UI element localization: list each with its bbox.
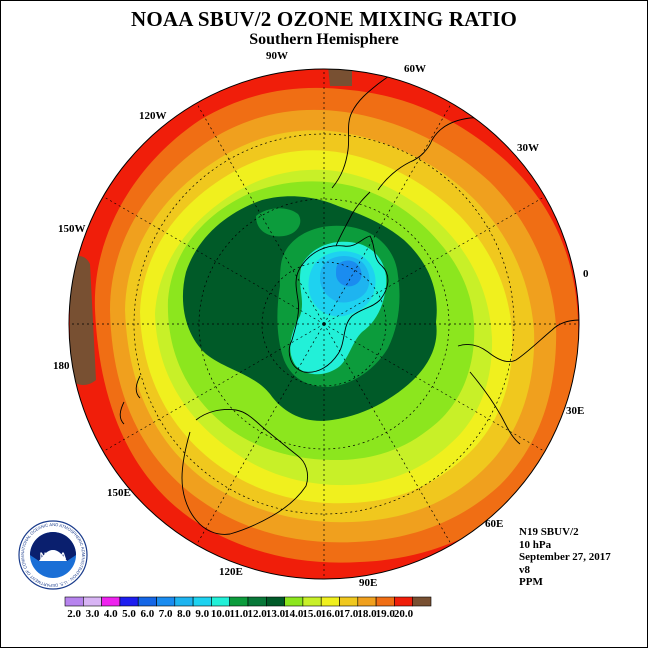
colorbar-swatch xyxy=(137,596,157,607)
colorbar-label: 4.0 xyxy=(103,608,118,620)
lon-label-120e: 120E xyxy=(219,566,243,578)
contour-12-blob-top xyxy=(256,208,301,237)
colorbar-swatch xyxy=(83,596,102,607)
meta-satellite: N19 SBUV/2 xyxy=(519,526,579,538)
lon-label-150w: 150W xyxy=(58,223,86,235)
metadata-block: N19 SBUV/2 10 hPa September 27, 2017 v8 … xyxy=(519,526,611,589)
colorbar-swatch xyxy=(247,596,267,607)
colorbar-label: 16.0 xyxy=(320,608,340,620)
ozone-field xyxy=(69,69,579,579)
colorbar-swatch xyxy=(119,596,139,607)
meta-pressure: 10 hPa xyxy=(519,538,552,551)
colorbar-swatch xyxy=(412,596,432,607)
colorbar-swatch xyxy=(101,596,121,607)
colorbar-label: 2.0 xyxy=(67,608,82,620)
lon-label-30e: 30E xyxy=(566,405,585,417)
colorbar-label: 7.0 xyxy=(158,608,173,620)
colorbar-label: 10.0 xyxy=(210,608,231,620)
new-zealand xyxy=(119,375,141,425)
colorbar-label: 5.0 xyxy=(122,608,136,620)
colorbar-label: 14.0 xyxy=(284,608,304,620)
lon-label-90w: 90W xyxy=(266,50,288,62)
colorbar-label: 13.0 xyxy=(265,608,286,620)
map-subtitle: Southern Hemisphere xyxy=(249,31,399,48)
noaa-logo: NOAA NATIONAL OCEANIC AND ATMOSPHERIC AD… xyxy=(18,520,88,590)
coastlines xyxy=(119,69,579,535)
lon-label-120w: 120W xyxy=(139,110,167,122)
colorbar-swatch xyxy=(156,596,176,607)
colorbar-swatch xyxy=(229,596,249,607)
lon-label-150e: 150E xyxy=(107,487,131,499)
contour-7 xyxy=(336,260,362,287)
colorbar-label: 20.0 xyxy=(393,608,414,620)
colorbar-swatch xyxy=(284,596,304,607)
colorbar-label: 8.0 xyxy=(177,608,191,620)
logo-wings-icon xyxy=(39,550,67,561)
logo-text: NOAA xyxy=(40,551,67,561)
colorbar-labels: 2.0 3.0 4.0 5.0 6.0 7.0 8.0 9.0 10.0 11.0 12.0 13.0… xyxy=(0,608,648,622)
meta-units: PPM xyxy=(519,576,543,588)
meta-version: v8 xyxy=(519,563,530,576)
lon-label-180: 180 xyxy=(53,360,70,372)
africa-coast xyxy=(457,319,579,445)
colorbar-label: 15.0 xyxy=(302,608,322,620)
colorbar-swatch xyxy=(174,596,194,607)
lon-label-0: 0 xyxy=(583,268,589,280)
colorbar-swatch xyxy=(192,596,212,607)
meta-date: September 27, 2017 xyxy=(519,551,611,563)
colorbar-swatch xyxy=(357,596,377,607)
colorbar-label: 3.0 xyxy=(85,608,100,620)
logo-bird-icon xyxy=(30,532,76,561)
lon-label-90e: 90E xyxy=(359,577,378,589)
colorbar-swatch xyxy=(394,596,413,607)
australia-coast xyxy=(181,409,309,535)
colorbar-label: 11.0 xyxy=(229,608,249,620)
graticule xyxy=(69,69,579,579)
lon-label-30w: 30W xyxy=(517,142,539,154)
map-title: NOAA SBUV/2 OZONE MIXING RATIO xyxy=(131,7,517,31)
colorbar-swatch xyxy=(64,596,84,607)
map-border xyxy=(68,68,580,580)
colorbar xyxy=(64,596,432,607)
high-blob-top xyxy=(328,69,352,86)
colorbar-label: 6.0 xyxy=(140,608,155,620)
antarctic-peninsula xyxy=(335,191,371,247)
colorbar-label: 17.0 xyxy=(339,608,359,620)
colorbar-swatch xyxy=(320,596,340,607)
colorbar-swatch xyxy=(265,596,285,607)
colorbar-swatch xyxy=(302,596,322,607)
colorbar-label: 12.0 xyxy=(247,608,267,620)
high-blob-left xyxy=(70,256,96,385)
colorbar-swatch xyxy=(339,596,359,607)
colorbar-label: 9.0 xyxy=(195,608,210,620)
lon-label-60e: 60E xyxy=(485,518,504,530)
antarctica-coast xyxy=(288,235,389,373)
colorbar-label: 18.0 xyxy=(357,608,377,620)
colorbar-swatch xyxy=(375,596,395,607)
lon-label-60w: 60W xyxy=(404,63,426,75)
colorbar-swatch xyxy=(211,596,230,607)
colorbar-label: 19.0 xyxy=(375,608,395,620)
